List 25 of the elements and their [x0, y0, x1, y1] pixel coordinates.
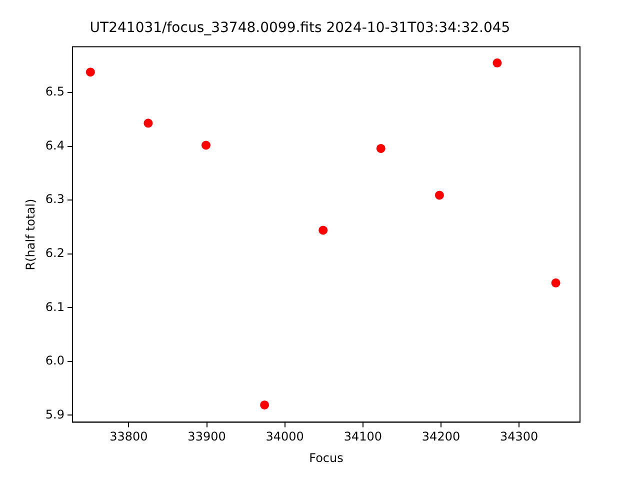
y-tick-label: 6.3 — [45, 192, 64, 206]
x-tick-label: 34300 — [500, 430, 538, 444]
x-tick-label: 33800 — [110, 430, 148, 444]
x-tick-label: 34200 — [422, 430, 460, 444]
point — [260, 400, 270, 410]
point — [86, 68, 95, 77]
x-tick-label: 34000 — [266, 430, 304, 444]
y-tick-label: 6.2 — [45, 246, 64, 260]
point — [434, 190, 444, 200]
y-tick-label: 6.0 — [45, 354, 64, 368]
point — [318, 226, 328, 235]
y-tick-label: 6.4 — [45, 138, 64, 152]
y-tick-label: 5.9 — [45, 407, 64, 422]
point — [202, 140, 210, 150]
chart-title: UT241031/focus_33748.0099.fits 2024-10-31T03:34:32.045 — [90, 20, 510, 36]
y-tick-label: 6.1 — [45, 300, 64, 314]
x-tick-label: 34100 — [344, 430, 382, 444]
y-axis-title: R(half total) — [23, 198, 38, 270]
point — [551, 278, 560, 288]
y-tick-label: 6.5 — [45, 84, 64, 99]
point — [376, 144, 386, 153]
point — [492, 58, 502, 68]
point — [144, 118, 153, 128]
x-tick-label: 33900 — [188, 430, 226, 444]
x-axis-title: Focus — [309, 450, 344, 465]
